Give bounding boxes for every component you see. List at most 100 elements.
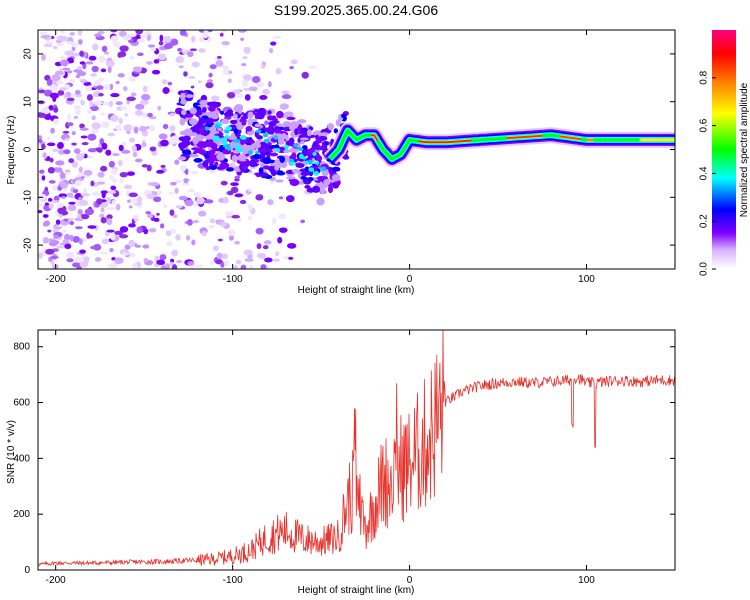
spectrogram-scatter-cell xyxy=(277,137,285,145)
colorbar: 0.0 0.2 0.4 0.6 0.8 Normalized spectral ampl… xyxy=(699,30,750,276)
spectrogram-noise-cell xyxy=(114,230,124,236)
spectrogram-scatter-cell xyxy=(185,94,194,98)
spectrogram-noise-cell xyxy=(89,105,99,112)
spectrogram-hot-cell xyxy=(262,132,269,138)
spectrogram-noise-cell xyxy=(121,149,131,154)
spectrogram-noise-cell xyxy=(38,89,46,94)
spectrogram-scatter-cell xyxy=(274,159,280,166)
snr-y-tick-label: 0 xyxy=(24,565,30,576)
spectrogram-scatter-cell xyxy=(237,154,246,162)
spectrogram-noise-cell xyxy=(84,208,95,216)
spectrogram-scatter-cell xyxy=(179,118,186,126)
spectrogram-hot-cell xyxy=(289,161,296,166)
snr-x-tick-label: -100 xyxy=(223,575,243,586)
spectrogram-noise-cell xyxy=(81,142,89,146)
spectrogram-scatter-cell xyxy=(180,109,187,116)
spectrogram-noise-cell xyxy=(92,43,99,51)
spectrogram-noise-cell xyxy=(183,71,188,77)
spectrogram-noise-cell xyxy=(93,243,102,251)
spectrogram-hot-cell xyxy=(299,153,304,159)
spectrogram-scatter-cell xyxy=(276,171,286,176)
spectrogram-noise-cell xyxy=(178,65,184,69)
spectrogram-noise-cell xyxy=(66,258,74,263)
spectrogram-noise-cell xyxy=(100,68,107,73)
spectrogram-noise-cell xyxy=(110,35,119,42)
spectrogram-noise-cell xyxy=(256,243,262,250)
spectrogram-noise-cell xyxy=(171,264,178,269)
spectrogram-noise-cell xyxy=(97,30,105,35)
spectrogram-scatter-cell xyxy=(300,128,309,137)
spectrogram-noise-cell xyxy=(99,251,108,255)
spectrogram-scatter-cell xyxy=(267,115,273,121)
spectrogram-noise-cell xyxy=(56,80,64,85)
spectrogram-scatter-cell xyxy=(241,121,247,126)
spectrogram-scatter-cell xyxy=(180,98,187,105)
spectrogram-noise-cell xyxy=(161,263,171,267)
spectrogram-noise-cell xyxy=(124,113,129,117)
spectrogram-noise-cell xyxy=(234,178,240,182)
spectrogram-noise-cell xyxy=(118,144,124,152)
spectrogram-noise-cell xyxy=(117,51,127,58)
spectrogram-noise-cell xyxy=(135,30,144,35)
spectrogram-noise-cell xyxy=(101,142,108,150)
spectrogram-noise-cell xyxy=(119,45,129,52)
spectrogram-noise-cell xyxy=(62,67,71,71)
spectrogram-noise-cell xyxy=(232,89,242,94)
spectrogram-hot-cell xyxy=(307,159,313,165)
spectrogram-noise-cell xyxy=(87,108,92,115)
spectrogram-scatter-cell xyxy=(300,175,307,180)
spectrogram-noise-cell xyxy=(110,185,117,191)
spectrogram-noise-cell xyxy=(163,203,168,209)
spectrogram-noise-cell xyxy=(198,210,207,217)
spectrogram-noise-cell xyxy=(285,195,295,203)
spectrogram-noise-cell xyxy=(189,48,198,52)
spectrogram-noise-cell xyxy=(48,203,55,210)
spectrogram-noise-cell xyxy=(128,239,136,247)
spectrogram-noise-cell xyxy=(147,44,156,48)
spectrogram-noise-cell xyxy=(69,221,75,226)
spectrogram-noise-cell xyxy=(86,155,94,159)
spectrogram-noise-cell xyxy=(220,180,228,186)
spectrogram-noise-cell xyxy=(38,112,47,118)
spectrogram-scatter-cell xyxy=(254,159,259,163)
spectrogram-scatter-cell xyxy=(259,141,268,150)
spectrogram-noise-cell xyxy=(255,227,264,235)
spectrogram-noise-cell xyxy=(277,236,283,244)
spectrogram-scatter-cell xyxy=(274,165,280,171)
spectrogram-noise-cell xyxy=(83,169,93,176)
spectrogram-noise-cell xyxy=(217,55,222,59)
spectrogram-noise-cell xyxy=(206,79,213,83)
spectrogram-noise-cell xyxy=(273,258,280,262)
spectrogram-noise-cell xyxy=(115,101,123,106)
spectrogram-noise-cell xyxy=(287,242,297,249)
spectrogram-noise-cell xyxy=(106,218,113,226)
spectrogram-noise-cell xyxy=(146,213,154,219)
spectrogram-noise-cell xyxy=(241,63,247,66)
spectrogram-noise-cell xyxy=(118,234,129,239)
spectrogram-x-tick-label: -200 xyxy=(46,274,66,285)
spectrogram-noise-cell xyxy=(143,257,149,263)
spectrogram-noise-cell xyxy=(148,227,157,233)
spectrogram-scatter-cell xyxy=(316,197,325,206)
spectrogram-noise-cell xyxy=(169,261,174,267)
spectrogram-scatter-cell xyxy=(210,142,218,150)
spectrogram-hot-cell xyxy=(293,143,298,148)
spectrogram-hot-cell xyxy=(284,144,289,150)
spectrogram-noise-cell xyxy=(212,245,219,251)
spectrogram-noise-cell xyxy=(51,200,60,204)
spectrogram-noise-cell xyxy=(134,109,143,116)
spectrogram-noise-cell xyxy=(69,234,74,242)
spectrogram-noise-cell xyxy=(50,260,55,266)
spectrogram-noise-cell xyxy=(146,164,152,172)
spectrogram-scatter-cell xyxy=(254,123,262,128)
spectrogram-x-tick-label: 0 xyxy=(407,274,413,285)
spectrogram-noise-cell xyxy=(178,195,188,201)
spectrogram-scatter-cell xyxy=(185,113,194,118)
spectrogram-noise-cell xyxy=(270,41,277,46)
spectrogram-hot-cell xyxy=(255,151,260,155)
spectrogram-noise-cell xyxy=(242,74,252,81)
spectrogram-noise-cell xyxy=(53,107,59,113)
spectrogram-scatter-cell xyxy=(219,162,230,169)
spectrogram-noise-cell xyxy=(64,50,71,56)
spectrogram-noise-cell xyxy=(142,244,150,249)
